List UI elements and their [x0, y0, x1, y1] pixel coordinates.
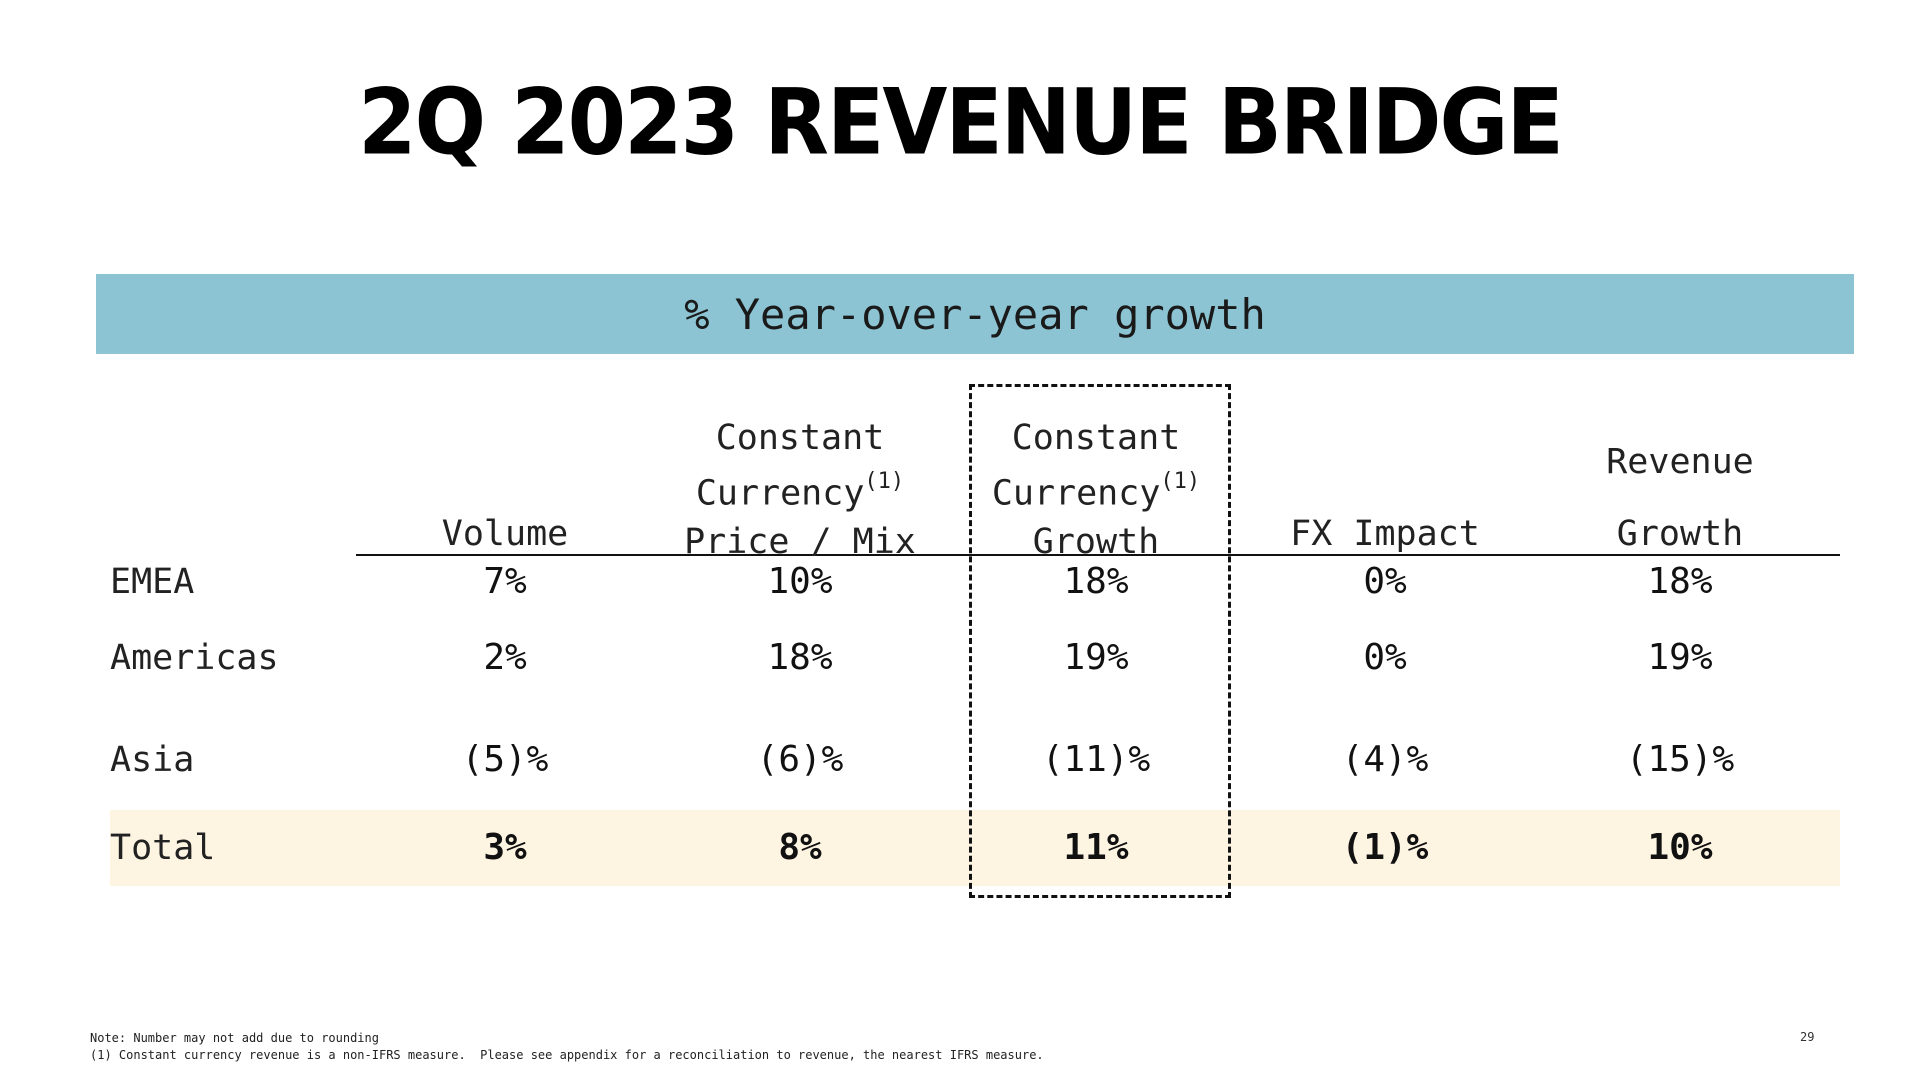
column-header-price-mix: Constant Currency(1) Price / Mix — [670, 414, 930, 566]
column-header-fx-impact: FX Impact — [1255, 510, 1515, 558]
column-header-cc-growth-line2-text: Currency — [991, 473, 1161, 514]
cell-americas-volume: 2% — [483, 637, 527, 678]
cell-total-volume: 3% — [483, 827, 527, 868]
row-label-asia: Asia — [110, 740, 195, 780]
cell-total-cc-growth: 11% — [1063, 827, 1129, 868]
cell-total-revenue-growth: 10% — [1647, 827, 1713, 868]
column-header-cc-growth-line1: Constant — [1011, 418, 1181, 458]
column-header-cc-growth-line2: Currency(1) — [966, 462, 1226, 518]
row-label-total: Total — [110, 828, 216, 868]
cell-emea-revenue-growth: 18% — [1647, 561, 1713, 602]
cell-asia-revenue-growth: (15)% — [1625, 739, 1735, 780]
column-header-cc-growth: Constant Currency(1) Growth — [966, 414, 1226, 566]
column-header-price-mix-line2-text: Currency — [695, 473, 865, 514]
cell-americas-fx-impact: 0% — [1363, 637, 1407, 678]
cell-emea-price-mix: 10% — [767, 561, 833, 602]
column-header-volume-text: Volume — [441, 514, 569, 554]
column-header-fx-impact-text: FX Impact — [1290, 514, 1480, 554]
footnote-rounding: Note: Number may not add due to rounding — [90, 1031, 379, 1045]
row-label-americas: Americas — [110, 638, 279, 678]
column-header-revenue-growth: Revenue Growth — [1550, 438, 1810, 558]
footnote-constant-currency: (1) Constant currency revenue is a non-I… — [90, 1048, 1044, 1062]
column-header-revenue-growth-line2: Growth — [1616, 514, 1744, 554]
column-header-price-mix-line1: Constant — [715, 418, 885, 458]
column-header-volume: Volume — [375, 510, 635, 558]
cell-asia-cc-growth: (11)% — [1041, 739, 1151, 780]
cell-total-price-mix: 8% — [778, 827, 822, 868]
constant-currency-growth-highlight-box — [969, 384, 1231, 898]
cell-emea-fx-impact: 0% — [1363, 561, 1407, 602]
cell-total-fx-impact: (1)% — [1341, 827, 1429, 868]
column-header-price-mix-line3: Price / Mix — [684, 521, 916, 562]
page-title: 2Q 2023 REVENUE BRIDGE — [358, 69, 1564, 175]
row-label-emea: EMEA — [110, 562, 195, 602]
column-header-price-mix-line2: Currency(1) — [670, 462, 930, 518]
cell-emea-cc-growth: 18% — [1063, 561, 1129, 602]
cell-asia-price-mix: (6)% — [756, 739, 844, 780]
header-divider — [356, 554, 1840, 556]
cell-emea-volume: 7% — [483, 561, 527, 602]
cell-americas-cc-growth: 19% — [1063, 637, 1129, 678]
yoy-growth-band: % Year-over-year growth — [96, 274, 1854, 354]
cell-asia-volume: (5)% — [461, 739, 549, 780]
footnote-marker: (1) — [864, 469, 905, 494]
footnote-marker: (1) — [1160, 469, 1201, 494]
cell-americas-revenue-growth: 19% — [1647, 637, 1713, 678]
cell-asia-fx-impact: (4)% — [1341, 739, 1429, 780]
total-row-highlight — [110, 810, 1840, 886]
band-label: % Year-over-year growth — [684, 289, 1266, 339]
column-header-revenue-growth-line1: Revenue — [1606, 442, 1754, 482]
page-number: 29 — [1800, 1030, 1815, 1044]
cell-americas-price-mix: 18% — [767, 637, 833, 678]
column-header-cc-growth-line3: Growth — [1032, 521, 1160, 562]
